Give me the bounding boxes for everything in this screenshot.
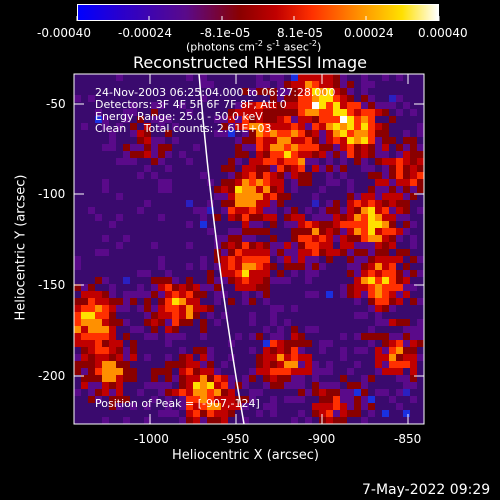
x-tick-1: -1000 [134, 432, 169, 446]
image-title: Reconstructed RHESSI Image [133, 53, 367, 72]
peak-position: Position of Peak = [-907,-124] [95, 397, 260, 410]
timestamp: 7-May-2022 09:29 [362, 482, 491, 498]
y-tick-2: -100 [38, 187, 66, 201]
y-tick-1: -50 [46, 97, 66, 111]
colorbar [77, 4, 439, 21]
colorbar-unit-label: (photons cm-2 s-1 asec-2) [186, 39, 322, 54]
limb-line [198, 74, 245, 424]
x-tick-2: -950 [222, 432, 250, 446]
x-axis-label: Heliocentric X (arcsec) [172, 448, 319, 463]
x-tick-4: -850 [394, 432, 422, 446]
colorbar-tick-5: 0.00024 [344, 26, 394, 40]
y-tick-4: -200 [38, 369, 66, 383]
colorbar-tick-2: -0.00024 [118, 26, 172, 40]
y-axis-label: Heliocentric Y (arcsec) [13, 174, 29, 321]
info-detectors: Detectors: 3F 4F 5F 6F 7F 8F, Att 0 [95, 98, 287, 111]
info-energy: Energy Range: 25.0 - 50.0 keV [95, 110, 263, 123]
colorbar-tick-1: -0.00040 [37, 26, 91, 40]
solar-image [74, 74, 424, 424]
y-tick-3: -150 [38, 278, 66, 292]
colorbar-tick-4: 8.1e-05 [277, 26, 324, 40]
info-clean: Clean Total counts: 2.61E+03 [95, 122, 272, 135]
colorbar-tick-3: -8.1e-05 [200, 26, 251, 40]
colorbar-ticks [76, 16, 440, 21]
x-tick-3: -900 [308, 432, 336, 446]
info-time-range: 24-Nov-2003 06:25:04.000 to 06:27:28.000 [95, 86, 336, 99]
colorbar-tick-6: 0.00040 [418, 26, 468, 40]
